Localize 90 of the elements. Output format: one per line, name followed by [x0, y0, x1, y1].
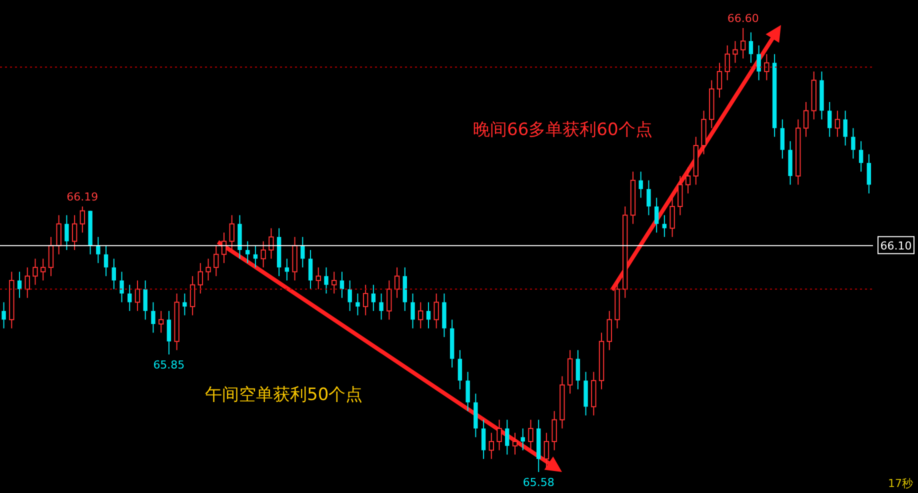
candlestick: [386, 280, 392, 320]
candlestick: [324, 266, 328, 294]
candlestick: [362, 284, 368, 316]
candlestick: [151, 302, 156, 334]
candlestick: [678, 176, 683, 216]
candlestick: [528, 419, 534, 451]
candlestick: [780, 118, 785, 160]
candlestick: [182, 293, 187, 316]
candlestick: [260, 240, 266, 268]
candlestick: [112, 258, 116, 290]
candlestick: [434, 293, 439, 329]
candlestick: [24, 266, 30, 298]
candlestick: [206, 258, 211, 281]
candlestick: [120, 271, 124, 303]
annotation: 65.85: [153, 358, 185, 372]
candlestick: [764, 54, 770, 81]
candlestick: [284, 258, 290, 281]
candlestick: [803, 102, 809, 138]
candlestick: [316, 266, 321, 290]
candlestick: [32, 258, 38, 286]
candlestick: [40, 258, 46, 281]
candlestick: [198, 262, 204, 294]
candlestick: [128, 284, 132, 312]
candlestick: [340, 271, 344, 298]
candlestick: [858, 140, 864, 172]
candlestick: [716, 62, 722, 98]
candlestick: [488, 432, 494, 460]
annotation: 65.58: [522, 476, 554, 489]
candlestick: [496, 419, 502, 451]
candlestick: [64, 214, 69, 250]
candlestick: [834, 110, 840, 138]
candlestick: [851, 128, 856, 160]
candlestick: [2, 302, 6, 329]
candlestick: [332, 271, 337, 294]
candlestick: [134, 280, 140, 312]
candlestick: [17, 271, 22, 298]
candlestick: [96, 236, 100, 264]
text: 17秒: [888, 476, 913, 491]
annotation: 66.60: [727, 12, 759, 25]
annotation: 66.19: [66, 190, 98, 204]
candlestick: [843, 110, 848, 146]
candlestick: [72, 214, 78, 250]
candlestick: [104, 245, 108, 277]
candlestick: [724, 44, 730, 81]
candlestick: [56, 214, 62, 255]
candlestick: [300, 236, 305, 268]
candlestick: [418, 302, 424, 329]
candlestick: [748, 32, 754, 64]
candlestick: [576, 350, 580, 390]
candlestick: [552, 410, 557, 451]
candlestick: [348, 280, 352, 312]
candlestick: [544, 432, 550, 468]
candlestick: [394, 266, 400, 298]
candlestick: [481, 419, 486, 460]
candlestick: [685, 166, 691, 194]
candlestick: [308, 250, 313, 290]
candlestick: [245, 240, 250, 264]
candlestick: [458, 350, 462, 390]
candlestick: [229, 214, 234, 250]
candlestick: [80, 206, 86, 234]
candlestick: [268, 228, 274, 260]
candlestick: [732, 40, 738, 64]
annotation: 晚间66多单获利60个点: [473, 119, 652, 141]
candlestick: [221, 232, 227, 264]
candlestick: [756, 44, 761, 81]
candlestick: [512, 432, 518, 456]
candlestick: [466, 371, 470, 412]
annotation: 午间空单获利50个点: [205, 384, 363, 406]
candlestick: [520, 428, 525, 451]
candlestick: [654, 197, 659, 234]
candlestick: [379, 293, 384, 320]
candlestick: [190, 276, 196, 316]
candlestick: [371, 284, 376, 312]
candlestick: [426, 302, 431, 329]
candlestick: [48, 236, 54, 277]
candlestick: [866, 154, 872, 194]
candlestick: [143, 280, 148, 320]
candlestick: [606, 310, 612, 351]
candlestick: [166, 310, 172, 355]
candlestick: [646, 180, 651, 216]
candlestick: [410, 293, 415, 329]
candlestick: [356, 293, 360, 316]
candlestick: [740, 28, 746, 59]
ref-line-label: 66.10: [880, 240, 912, 253]
candlestick: [670, 197, 675, 238]
candlestick: [214, 245, 219, 277]
candlestick: [158, 310, 164, 334]
candlestick: [505, 419, 510, 456]
candlestick: [638, 171, 643, 198]
candlestick: [827, 102, 832, 138]
